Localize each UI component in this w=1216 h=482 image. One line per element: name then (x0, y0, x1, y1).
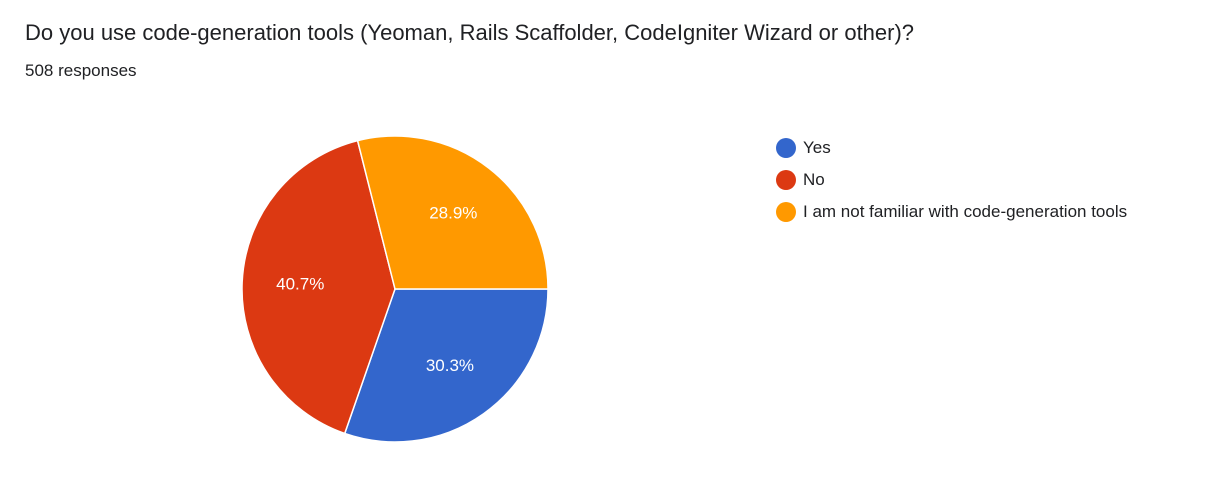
pie-slice (241, 139, 396, 435)
legend-label: Yes (803, 138, 831, 157)
slice-label: 40.7% (276, 274, 324, 293)
pie-slice (356, 135, 549, 290)
chart-title: Do you use code-generation tools (Yeoman… (25, 20, 915, 45)
legend: Yes No I am not familiar with code-generat… (776, 134, 1156, 230)
legend-swatch (776, 138, 796, 158)
pie-slice (343, 288, 549, 443)
legend-label: No (803, 170, 825, 189)
chart-subtitle: 508 responses (25, 61, 137, 80)
legend-entry: No (776, 166, 1156, 194)
slice-label: 30.3% (426, 356, 474, 375)
legend-label: I am not familiar with code-generation t… (803, 202, 1128, 221)
legend-entry: Yes (776, 134, 1156, 162)
legend-entry: I am not familiar with code-generation t… (776, 198, 1156, 226)
legend-swatch (776, 170, 796, 190)
legend-swatch (776, 202, 796, 222)
slice-label: 28.9% (429, 204, 477, 223)
